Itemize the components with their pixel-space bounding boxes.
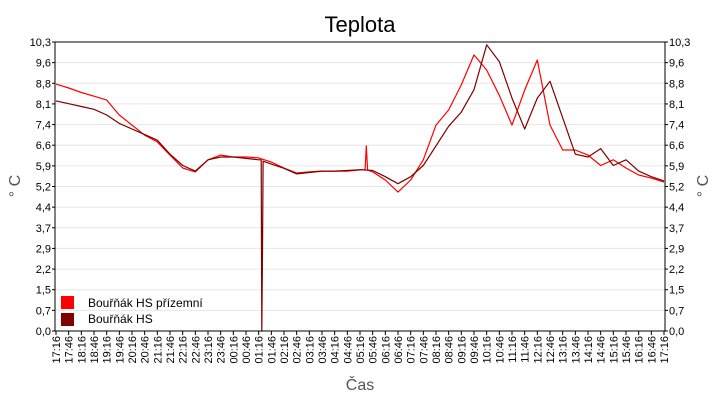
x-tick-label: 08:16 bbox=[431, 336, 443, 364]
y-tick-label: 0,0 bbox=[36, 326, 51, 338]
y-tick-label: 2,9 bbox=[669, 243, 684, 255]
x-tick-label: 14:46 bbox=[596, 336, 608, 364]
series-lines bbox=[55, 44, 665, 332]
y-axis-label-right: ° C bbox=[695, 175, 712, 197]
y-tick-label: 0,7 bbox=[36, 305, 51, 317]
y-tick-label: 1,5 bbox=[669, 285, 684, 297]
x-tick-label: 12:46 bbox=[545, 336, 557, 364]
x-tick-label: 11:46 bbox=[520, 336, 532, 363]
y-axis-right: 0,0 0,7 1,5 2,2 2,9 3,7 4,4 5,2 5,9 6,6 7,4 8,1 8,8 9… bbox=[665, 37, 690, 338]
y-tick-label: 9,6 bbox=[36, 58, 51, 70]
y-tick-label: 4,4 bbox=[669, 202, 684, 214]
y-tick-label: 7,4 bbox=[36, 120, 51, 132]
x-tick-label: 17:16 bbox=[51, 336, 63, 364]
y-tick-label: 7,4 bbox=[669, 120, 684, 132]
x-tick-label: 06:46 bbox=[393, 336, 405, 364]
x-tick-label: 07:46 bbox=[418, 336, 430, 364]
y-tick-label: 8,1 bbox=[36, 99, 51, 111]
series-line-prizemni bbox=[55, 54, 665, 193]
legend-swatch-hs bbox=[61, 313, 74, 326]
y-tick-label: 8,8 bbox=[669, 78, 684, 90]
y-tick-label: 10,3 bbox=[30, 37, 51, 49]
x-tick-label: 13:16 bbox=[558, 336, 570, 364]
x-tick-label: 04:46 bbox=[342, 336, 354, 364]
y-axis-label-left: ° C bbox=[7, 175, 24, 197]
y-tick-label: 5,9 bbox=[669, 161, 684, 173]
x-tick-label: 15:46 bbox=[621, 336, 633, 364]
x-tick-label: 03:46 bbox=[317, 336, 329, 364]
y-tick-label: 3,7 bbox=[36, 223, 51, 235]
x-tick-label: 19:16 bbox=[102, 336, 114, 364]
y-tick-label: 8,1 bbox=[669, 99, 684, 111]
x-tick-label: 05:46 bbox=[368, 336, 380, 364]
x-tick-label: 20:46 bbox=[140, 336, 152, 364]
chart-title: Teplota bbox=[325, 12, 397, 37]
y-tick-label: 5,2 bbox=[36, 182, 51, 194]
x-tick-label: 05:16 bbox=[355, 336, 367, 364]
y-tick-label: 3,7 bbox=[669, 223, 684, 235]
x-tick-label: 00:46 bbox=[241, 336, 253, 364]
x-tick-label: 22:16 bbox=[178, 336, 190, 364]
x-axis: 17:16 17:46 18:16 18:46 19:16 19:46 20:16 20:46… bbox=[51, 331, 671, 364]
legend: Bouřňák HS přízemní Bouřňák HS bbox=[61, 296, 203, 326]
x-tick-label: 03:16 bbox=[304, 336, 316, 364]
x-tick-label: 12:16 bbox=[532, 336, 544, 364]
y-tick-label: 8,8 bbox=[36, 78, 51, 90]
y-tick-label: 5,2 bbox=[669, 182, 684, 194]
legend-label-hs[interactable]: Bouřňák HS bbox=[88, 312, 153, 326]
y-tick-label: 10,3 bbox=[669, 37, 690, 49]
y-tick-label: 6,6 bbox=[36, 140, 51, 152]
x-tick-label: 08:46 bbox=[444, 336, 456, 364]
x-tick-label: 10:46 bbox=[494, 336, 506, 364]
x-tick-label: 22:46 bbox=[190, 336, 202, 364]
y-tick-label: 6,6 bbox=[669, 140, 684, 152]
x-tick-label: 17:16 bbox=[659, 336, 671, 364]
y-tick-label: 0,0 bbox=[669, 326, 684, 338]
x-tick-label: 10:16 bbox=[482, 336, 494, 364]
y-axis-left: 0,0 0,7 1,5 2,2 2,9 3,7 4,4 5,2 5,9 6,6 7,4 8,1 8,8 9… bbox=[30, 37, 55, 338]
x-tick-label: 01:16 bbox=[254, 336, 266, 364]
y-tick-label: 2,9 bbox=[36, 243, 51, 255]
legend-swatch-prizemni bbox=[61, 296, 74, 309]
x-tick-label: 15:16 bbox=[608, 336, 620, 364]
x-tick-label: 07:16 bbox=[406, 336, 418, 364]
x-tick-label: 16:16 bbox=[634, 336, 646, 364]
x-tick-label: 20:16 bbox=[127, 336, 139, 364]
x-tick-label: 21:46 bbox=[165, 336, 177, 364]
x-tick-label: 18:46 bbox=[89, 336, 101, 364]
x-tick-label: 16:46 bbox=[646, 336, 658, 364]
x-tick-label: 02:46 bbox=[292, 336, 304, 364]
y-tick-label: 0,7 bbox=[669, 305, 684, 317]
x-tick-label: 09:46 bbox=[469, 336, 481, 364]
x-tick-label: 11:16 bbox=[507, 336, 519, 363]
x-tick-label: 23:46 bbox=[216, 336, 228, 364]
x-tick-label: 02:16 bbox=[279, 336, 291, 364]
x-tick-label: 18:16 bbox=[76, 336, 88, 364]
legend-label-prizemni[interactable]: Bouřňák HS přízemní bbox=[88, 296, 203, 310]
x-tick-label: 19:46 bbox=[114, 336, 126, 364]
x-tick-label: 04:16 bbox=[330, 336, 342, 364]
x-tick-label: 13:46 bbox=[570, 336, 582, 364]
y-tick-label: 5,9 bbox=[36, 161, 51, 173]
y-tick-label: 4,4 bbox=[36, 202, 51, 214]
y-tick-label: 2,2 bbox=[669, 264, 684, 276]
x-tick-label: 14:16 bbox=[583, 336, 595, 364]
grid bbox=[55, 62, 665, 311]
x-tick-label: 17:46 bbox=[64, 336, 76, 364]
y-tick-label: 2,2 bbox=[36, 264, 51, 276]
x-tick-label: 01:46 bbox=[266, 336, 278, 364]
x-tick-label: 00:16 bbox=[228, 336, 240, 364]
series-line-hs bbox=[55, 44, 665, 332]
y-tick-label: 1,5 bbox=[36, 285, 51, 297]
y-tick-label: 9,6 bbox=[669, 58, 684, 70]
x-tick-label: 23:16 bbox=[203, 336, 215, 364]
x-tick-label: 06:16 bbox=[380, 336, 392, 364]
x-tick-label: 09:16 bbox=[456, 336, 468, 364]
x-tick-label: 21:16 bbox=[152, 336, 164, 364]
x-axis-label: Čas bbox=[346, 375, 374, 394]
